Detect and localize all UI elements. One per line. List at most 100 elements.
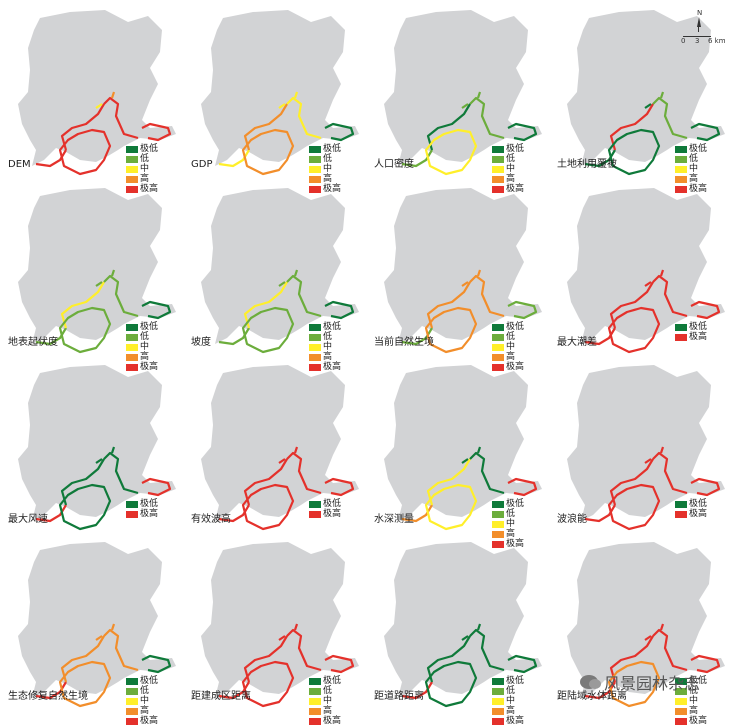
legend-item: 极高 [126,716,158,726]
coastline-segment [507,477,538,497]
coastline-segment [293,91,299,99]
legend-swatch [126,145,138,153]
coastline-segment [476,623,482,631]
coastline-segment [659,446,665,454]
island-land [18,365,176,521]
coastline-segment [690,654,721,674]
island-map [201,365,359,531]
coastline-segment [461,635,469,641]
legend-label: 高 [140,174,150,184]
coastline-segment [424,128,478,176]
legend-label: 中 [323,342,333,352]
coastline-segment [95,281,103,287]
coastline-segment [607,128,661,176]
legend-label: 极低 [506,144,525,154]
legend-swatch [675,677,687,685]
legend-item: 极高 [675,184,707,194]
legend-label: 低 [323,332,333,342]
legend-swatch [126,185,138,193]
coastline-segment [401,504,433,523]
legend-item: 低 [126,686,158,696]
legend-swatch [492,185,504,193]
legend-swatch [492,510,504,518]
legend-label: 极高 [140,184,159,194]
coastline-segment [584,681,616,700]
coastline-segment [218,504,250,523]
legend-swatch [126,363,138,371]
map-panel: GDP 极低低中高极高 [183,0,365,194]
panel-label: 波浪能 [557,514,587,525]
coastline-segment [424,306,478,354]
legend-label: 中 [140,696,150,706]
coastline-segment [103,96,139,140]
panel-label: 最大潮差 [557,337,597,348]
coastline-segment [652,628,688,672]
legend-label: 极高 [323,184,342,194]
coastline-segment [461,103,469,109]
legend-label: 高 [323,352,333,362]
island-map [201,10,359,176]
legend-item: 极高 [309,362,341,372]
legend-swatch [675,707,687,715]
coastline-segment [690,122,721,142]
island-map [384,365,542,531]
coastline-segment [243,103,288,151]
legend-swatch [492,530,504,538]
legend-item: 高 [309,352,341,362]
legend-label: 极低 [323,499,342,509]
coastline-segment [324,122,355,142]
legend-item: 低 [309,332,341,342]
legend-item: 极低 [126,322,158,332]
legend-item: 极高 [126,362,158,372]
legend-label: 极高 [506,539,525,549]
legend-swatch [126,165,138,173]
island-map [18,188,176,354]
coastline-segment [60,458,105,506]
legend-swatch [675,333,687,341]
legend-item: 高 [126,352,158,362]
coastline-segment [584,504,616,523]
map-panel: 距建成区距离 极低低中高极高 [183,532,365,726]
legend-label: 低 [506,509,516,519]
coastline-segment [110,623,116,631]
legend-label: 极高 [689,716,708,726]
legend-item: 极低 [309,144,341,154]
legend-label: 低 [506,332,516,342]
legend-item: 中 [492,519,524,529]
legend-item: 中 [492,342,524,352]
coastline-segment [241,483,295,531]
map-panel: 生态修复自然生境 极低低中高极高 [0,532,182,726]
legend: 极低 极高 [675,499,707,519]
coastline-segment [426,103,471,151]
legend-swatch [309,677,321,685]
coastline-segment [476,446,482,454]
island-land [201,542,359,698]
legend-label: 低 [140,332,150,342]
coastline-segment [461,458,469,464]
legend-label: 中 [323,164,333,174]
coastline-segment [584,327,616,346]
coastline-segment [241,660,295,708]
legend-item: 低 [126,154,158,164]
coastline-segment [35,681,67,700]
scale-label-0: 0 [681,37,686,45]
legend-swatch [126,687,138,695]
panel-label: 土地利用覆被 [557,159,617,170]
legend-label: 极高 [506,716,525,726]
coastline-segment [644,103,652,109]
scale-label-3: 3 [695,37,700,45]
legend-swatch [309,510,321,518]
north-arrow-scale: N 0 3 6 km [681,9,733,45]
coastline-segment [609,103,654,151]
map-panel: 当前自然生境 极低低中高极高 [366,178,548,372]
legend-label: 中 [140,342,150,352]
coastline-segment [584,149,616,168]
coastline-segment [110,269,116,277]
coastline-segment [690,300,721,320]
map-panel: 最大风速 极低 极高 [0,355,182,531]
legend: 极低低中高极高 [126,676,158,726]
coastline-segment [243,635,288,683]
coastline-segment [103,451,139,495]
coastline-segment [324,477,355,497]
island-map [567,365,725,531]
